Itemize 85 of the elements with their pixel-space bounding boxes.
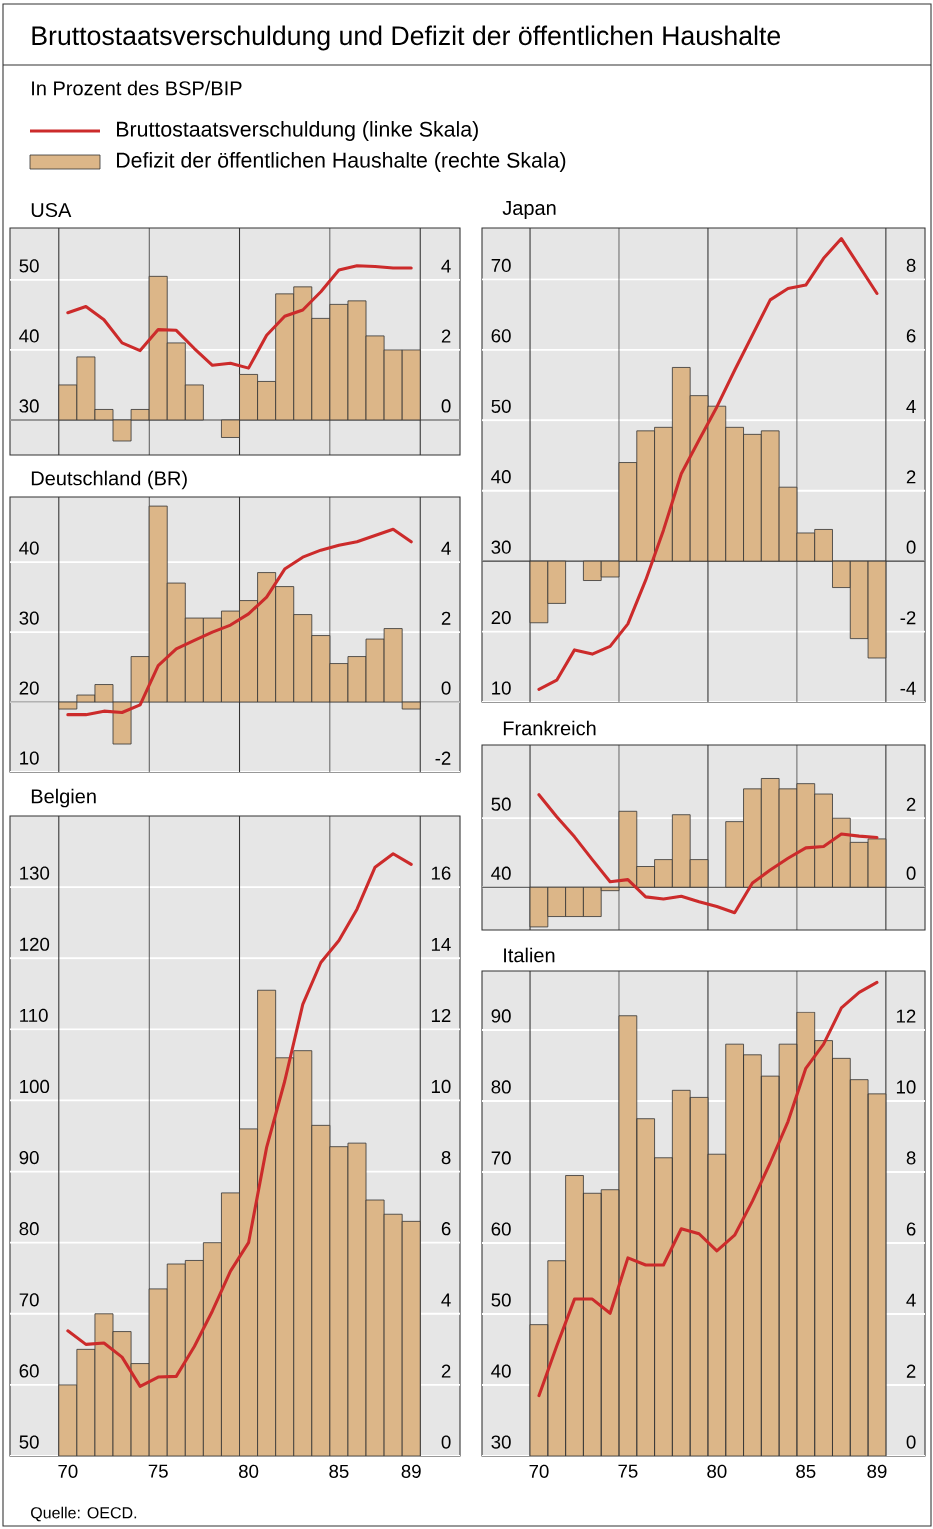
y-tick-label: 40: [491, 470, 511, 484]
y-tick-label: 80: [19, 1222, 39, 1236]
y2-tick-label: 2: [906, 797, 916, 811]
y-tick-label: 50: [491, 399, 511, 413]
legend-label: Bruttostaatsverschuldung (linke Skala): [117, 121, 478, 141]
y-tick-label: 50: [19, 259, 39, 273]
y2-tick-label: 16: [431, 866, 451, 880]
x-tick-label: 75: [148, 1464, 168, 1478]
y2-tick-label: 4: [441, 259, 451, 273]
y2-tick-label: 4: [906, 1293, 916, 1307]
y-tick-label: 130: [20, 866, 50, 880]
text: In Prozent des BSP/BIP: [32, 80, 242, 96]
y-tick-label: 40: [19, 541, 39, 555]
y2-tick-label: 6: [441, 1222, 451, 1236]
y2-tick-label: 0: [906, 540, 916, 554]
y2-tick-label: 4: [906, 400, 916, 413]
y-tick-label: 90: [491, 1009, 511, 1023]
y-tick-label: 80: [491, 1080, 511, 1094]
chart-title: Italien: [504, 947, 555, 963]
x-tick-label: 80: [707, 1464, 727, 1478]
y-tick-label: 70: [19, 1293, 39, 1307]
y2-tick-label: 4: [441, 1293, 451, 1307]
chart-title: USA: [31, 202, 72, 218]
y2-tick-label: 0: [441, 681, 451, 695]
y-tick-label: 90: [19, 1150, 39, 1165]
y2-tick-label: 10: [896, 1080, 916, 1094]
y-tick-label: 60: [491, 329, 511, 343]
chart-title: Belgien: [31, 788, 96, 808]
y2-tick-label: 8: [906, 1151, 916, 1165]
y-tick-label: 30: [19, 399, 39, 413]
y-tick-label: 40: [491, 866, 511, 880]
y2-tick-label: 14: [431, 938, 451, 951]
y-tick-label: 30: [491, 1435, 511, 1449]
y2-tick-label: 8: [441, 1150, 451, 1165]
source-note: Quelle: OECD.: [31, 1506, 137, 1522]
y2-tick-label: -2: [435, 751, 451, 765]
y2-tick-label: 12: [896, 1009, 916, 1023]
y-tick-label: 40: [491, 1364, 511, 1378]
y2-tick-label: 2: [441, 1364, 451, 1378]
y-tick-label: 20: [491, 610, 511, 625]
y2-tick-label: 0: [906, 1435, 916, 1449]
x-tick-label: 75: [618, 1464, 638, 1478]
y-tick-label: 30: [491, 540, 511, 554]
y2-tick-label: 6: [906, 1222, 916, 1236]
y-tick-label: 30: [19, 611, 39, 625]
x-tick-label: 70: [529, 1464, 549, 1478]
y-tick-label: 70: [491, 1151, 511, 1165]
x-tick-label: 70: [58, 1464, 78, 1478]
y2-tick-label: 8: [906, 258, 916, 273]
y-tick-label: 10: [20, 751, 39, 765]
y2-tick-label: 4: [441, 541, 451, 555]
y2-tick-label: 2: [906, 1364, 916, 1378]
y2-tick-label: 12: [431, 1008, 451, 1022]
y-tick-label: 10: [492, 681, 511, 695]
legend-label: Defizit der öffentlichen Haushalte (rechte Skala): [117, 152, 566, 172]
y-tick-label: 120: [20, 937, 50, 951]
y2-tick-label: 0: [441, 399, 451, 413]
y2-tick-label: 2: [441, 329, 451, 343]
x-tick-label: 89: [867, 1464, 887, 1478]
x-tick-label: 85: [329, 1464, 349, 1478]
y-tick-label: 60: [19, 1364, 39, 1378]
y2-tick-label: -2: [900, 611, 916, 625]
chart-title: Japan: [502, 201, 556, 219]
y2-tick-label: 0: [906, 866, 916, 880]
x-tick-label: 89: [401, 1464, 421, 1478]
y-tick-label: 50: [491, 1293, 511, 1307]
chart-title: Frankreich: [503, 720, 596, 736]
y2-tick-label: 10: [431, 1079, 451, 1094]
y2-tick-label: 2: [441, 611, 451, 625]
y2-tick-label: 2: [906, 470, 916, 484]
y2-tick-label: -4: [900, 681, 916, 695]
y-tick-label: 40: [19, 329, 39, 343]
chart-title: Deutschland (BR): [31, 470, 187, 490]
y-tick-label: 110: [20, 1008, 48, 1022]
x-tick-label: 85: [796, 1464, 816, 1478]
y-tick-label: 70: [491, 258, 511, 273]
y-tick-label: 50: [491, 797, 511, 811]
y-tick-label: 60: [491, 1222, 511, 1236]
x-tick-label: 80: [238, 1464, 259, 1478]
y-tick-label: 50: [19, 1435, 39, 1449]
text: Bruttostaatsverschuldung und Defizit der öffentlichen Haushalte: [32, 25, 781, 51]
y-tick-label: 20: [19, 681, 39, 695]
y-tick-label: 100: [20, 1079, 50, 1094]
y2-tick-label: 6: [906, 329, 916, 343]
y2-tick-label: 0: [441, 1435, 451, 1449]
